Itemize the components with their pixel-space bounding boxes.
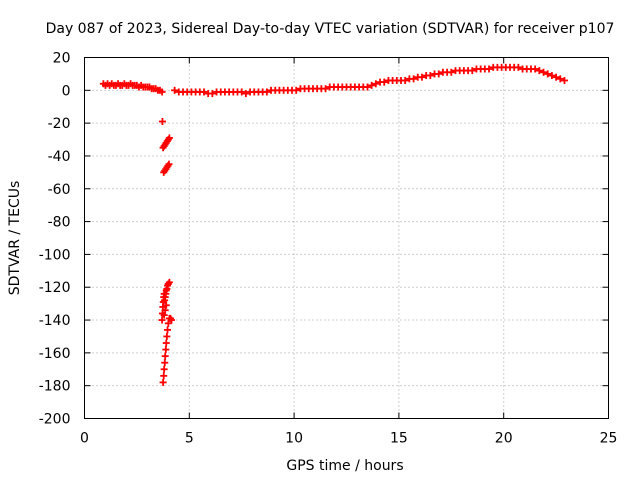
data-point bbox=[238, 88, 246, 96]
y-axis-label: SDTVAR / TECUs bbox=[7, 181, 23, 296]
data-point bbox=[426, 72, 434, 80]
data-point bbox=[292, 86, 300, 94]
data-point bbox=[160, 311, 168, 319]
y-tick-label: -140 bbox=[39, 313, 71, 329]
y-tick-label: -180 bbox=[39, 379, 71, 395]
plot-frame bbox=[84, 57, 609, 419]
data-point bbox=[372, 80, 380, 88]
x-tick-labels: 0 5 10 15 20 25 bbox=[80, 431, 617, 447]
x-axis-label: GPS time / hours bbox=[286, 458, 403, 474]
data-point bbox=[380, 78, 388, 86]
x-tick-label: 0 bbox=[80, 431, 89, 447]
data-point bbox=[158, 88, 166, 96]
x-tick-label: 5 bbox=[185, 431, 194, 447]
x-tick-label: 15 bbox=[390, 431, 408, 447]
y-tick-labels: 20 0 -20 -40 -60 -80 -100 -120 -140 -160 -180 -200 bbox=[39, 51, 71, 428]
data-point bbox=[548, 72, 556, 80]
data-point bbox=[514, 63, 522, 71]
data-point bbox=[468, 67, 476, 75]
y-tick-label: -120 bbox=[39, 280, 71, 296]
data-point bbox=[544, 70, 552, 78]
data-point bbox=[242, 90, 250, 98]
data-point bbox=[161, 306, 169, 314]
x-tick-label: 25 bbox=[600, 431, 618, 447]
y-tick-label: -60 bbox=[48, 182, 71, 198]
data-point bbox=[161, 352, 169, 360]
y-tick-label: -20 bbox=[48, 116, 71, 132]
data-points bbox=[99, 63, 568, 386]
y-tick-label: -40 bbox=[48, 149, 71, 165]
chart-title: Day 087 of 2023, Sidereal Day-to-day VTE… bbox=[46, 21, 615, 37]
data-point bbox=[165, 134, 173, 142]
data-point bbox=[368, 81, 376, 89]
data-point bbox=[162, 346, 170, 354]
data-point bbox=[165, 278, 173, 286]
data-point bbox=[435, 70, 443, 78]
y-tick-label: 20 bbox=[53, 51, 71, 67]
data-point bbox=[363, 83, 371, 91]
y-tick-label: -100 bbox=[39, 247, 71, 263]
data-point bbox=[171, 86, 179, 94]
data-point bbox=[556, 75, 564, 83]
data-point bbox=[552, 73, 560, 81]
y-tick-label: -200 bbox=[39, 412, 71, 428]
data-point bbox=[401, 76, 409, 84]
y-tick-label: 0 bbox=[62, 83, 71, 99]
data-point bbox=[161, 359, 169, 367]
data-point bbox=[160, 372, 168, 380]
data-point bbox=[263, 88, 271, 96]
y-tick-label: -80 bbox=[48, 215, 71, 231]
data-point bbox=[531, 65, 539, 73]
data-point bbox=[485, 65, 493, 73]
x-tick-label: 10 bbox=[285, 431, 303, 447]
grid-lines bbox=[84, 57, 609, 419]
data-point bbox=[560, 76, 568, 84]
data-point bbox=[167, 316, 175, 324]
data-point bbox=[160, 365, 168, 373]
data-point bbox=[418, 73, 426, 81]
data-point bbox=[164, 326, 172, 334]
data-point bbox=[540, 68, 548, 76]
data-point bbox=[447, 68, 455, 76]
data-point bbox=[200, 88, 208, 96]
data-point bbox=[322, 85, 330, 93]
data-point bbox=[162, 301, 170, 309]
data-point bbox=[163, 332, 171, 340]
data-point bbox=[208, 90, 216, 98]
data-point bbox=[165, 160, 173, 168]
data-point bbox=[159, 378, 167, 386]
data-point bbox=[535, 67, 543, 75]
data-point bbox=[410, 75, 418, 83]
data-point bbox=[158, 316, 166, 324]
data-point bbox=[158, 117, 166, 125]
data-point bbox=[162, 339, 170, 347]
y-tick-label: -160 bbox=[39, 346, 71, 362]
x-tick-label: 20 bbox=[495, 431, 513, 447]
axis-ticks bbox=[84, 57, 609, 419]
